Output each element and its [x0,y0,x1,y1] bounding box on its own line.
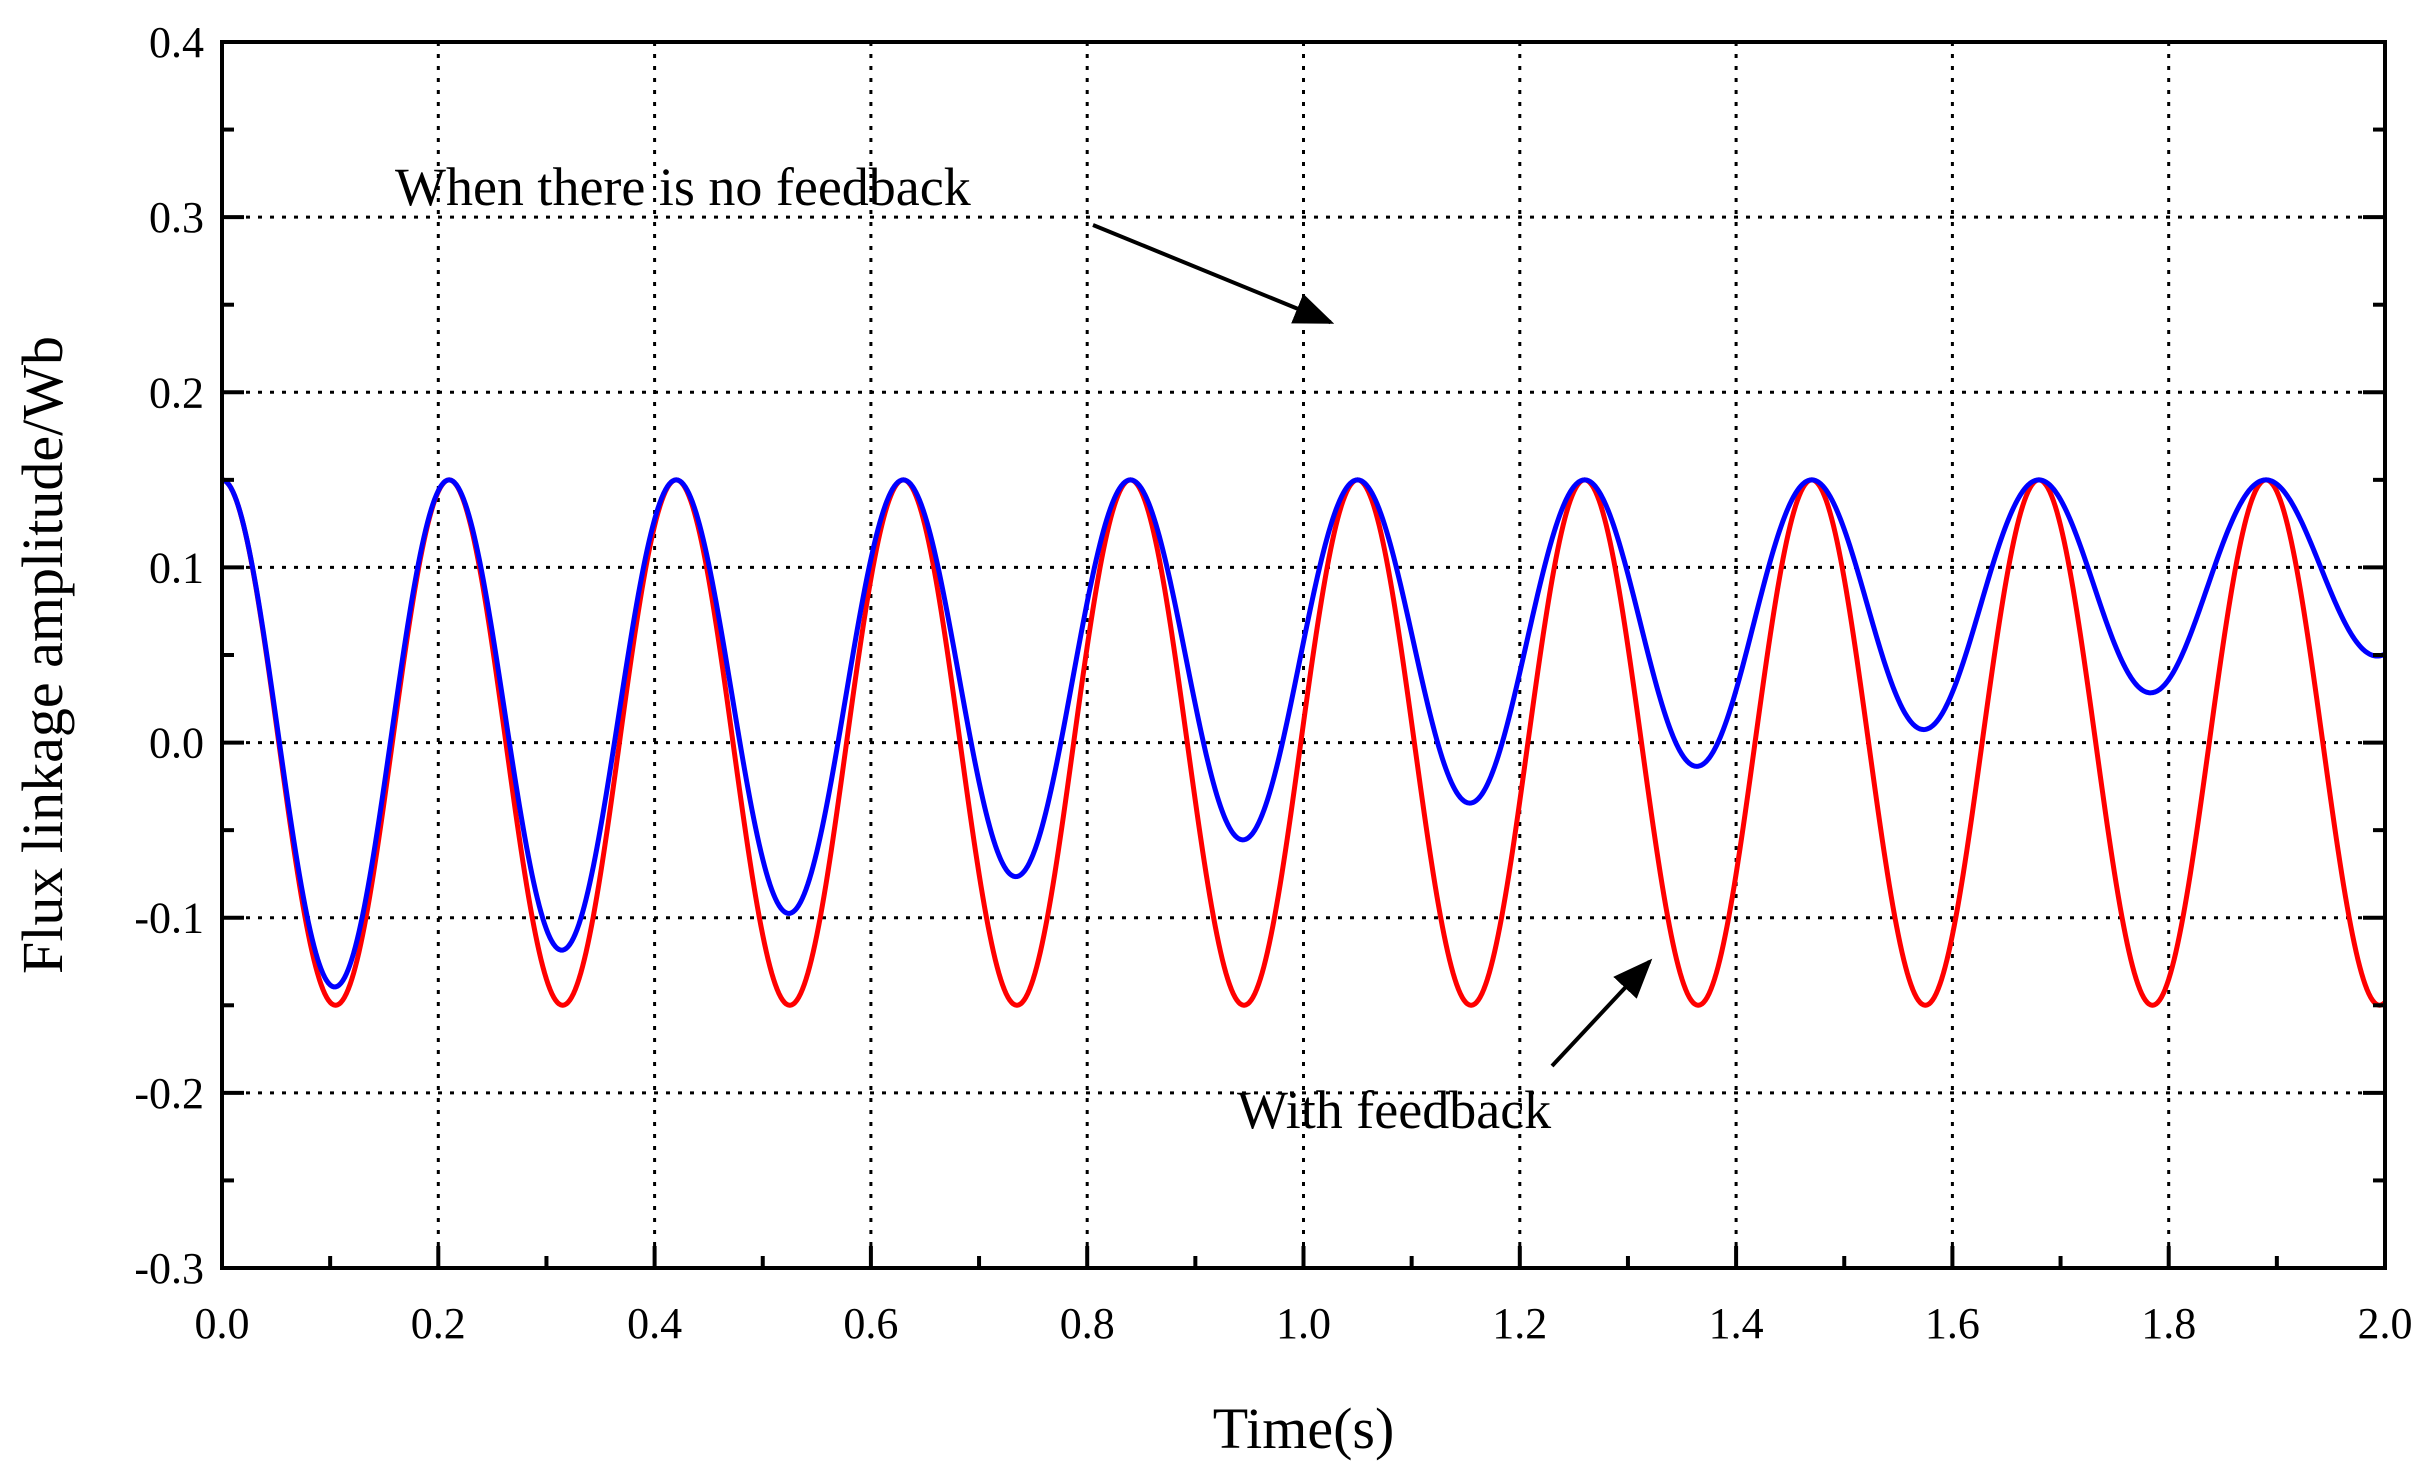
y-tick-label: -0.2 [134,1069,204,1118]
annotation-no-feedback-arrow [1092,223,1335,325]
x-tick-labels: 0.0 0.2 0.4 0.6 0.8 1.0 1.2 1.4 1.6 1.8 2.0 [195,1299,2413,1348]
x-axis-title: Time(s) [1213,1396,1395,1461]
x-tick-label: 1.2 [1492,1299,1547,1348]
x-tick-label: 1.0 [1276,1299,1331,1348]
annotation-no-feedback-label: When there is no feedback [395,157,971,217]
y-axis-title: Flux linkage amplitude/Wb [10,336,75,974]
x-tick-label: 1.8 [2141,1299,2196,1348]
y-tick-label: 0.3 [149,193,204,242]
x-tick-label: 0.6 [843,1299,898,1348]
y-tick-label: -0.1 [134,894,204,943]
y-tick-label: 0.2 [149,368,204,417]
plot-frame [220,40,2387,1270]
x-tick-label: 0.2 [411,1299,466,1348]
series-line-0 [222,477,2385,1008]
annotation-with-feedback-arrow [1550,958,1653,1068]
x-tick-label: 0.8 [1060,1299,1115,1348]
y-tick-labels: -0.3 -0.2 -0.1 0.0 0.1 0.2 0.3 0.4 [134,18,204,1293]
x-tick-label: 0.0 [195,1299,250,1348]
series-line-1 [222,477,2385,990]
series-layer [222,477,2385,1008]
annotation-with-feedback-label: With feedback [1237,1080,1551,1140]
x-tick-label: 0.4 [627,1299,682,1348]
y-tick-label: 0.4 [149,18,204,67]
y-tick-label: 0.1 [149,543,204,592]
x-tick-label: 2.0 [2358,1299,2413,1348]
y-tick-label: 0.0 [149,719,204,768]
x-tick-label: 1.4 [1709,1299,1764,1348]
x-tick-label: 1.6 [1925,1299,1980,1348]
y-tick-label: -0.3 [134,1244,204,1293]
